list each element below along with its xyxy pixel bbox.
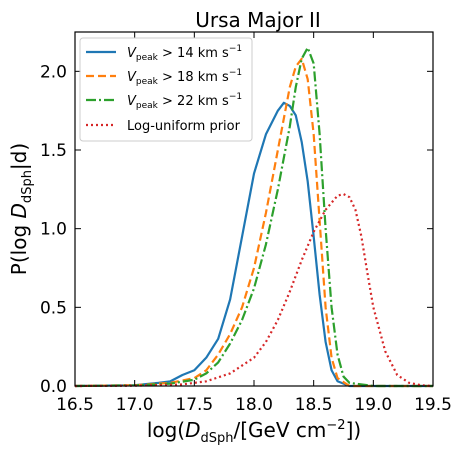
x-axis-label-sup: −2 [326, 418, 345, 433]
y-axis-label-sub: dSph [20, 170, 35, 203]
y-tick-label-4: 2.0 [40, 62, 67, 82]
y-tick-label-3: 1.5 [40, 141, 67, 161]
legend-entry-1-sup: −1 [229, 68, 242, 78]
y-axis-label-post: |d) [7, 143, 31, 170]
legend-entry-0-sub: peak [136, 53, 159, 63]
legend: Vpeak > 14 km s−1 Vpeak > 18 km s−1 Vpea… [79, 37, 253, 142]
x-axis-label-main: D [185, 418, 200, 442]
x-tick-label-0: 16.5 [56, 395, 94, 415]
y-tick-label-2: 1.0 [40, 220, 67, 240]
legend-entry-1-sub: peak [136, 77, 159, 87]
legend-entry-1: Vpeak > 18 km s−1 [127, 68, 242, 87]
legend-entry-0-main: V [127, 46, 137, 61]
x-tick-label-5: 19.0 [354, 395, 392, 415]
chart-title: Ursa Major II [195, 8, 321, 32]
series-line-2 [74, 46, 433, 388]
x-tick-label-3: 18.0 [235, 395, 273, 415]
y-axis-label: P(log DdSph|d) [7, 143, 35, 275]
x-axis-label-pre: log( [147, 418, 185, 442]
y-tick-label-0: 0.0 [40, 377, 67, 397]
x-tick-label-6: 19.5 [414, 395, 452, 415]
series-layer [74, 46, 434, 388]
legend-entry-2-sup: −1 [229, 92, 242, 102]
x-axis-label-post: /[GeV cm [234, 418, 327, 442]
legend-entry-0: Vpeak > 14 km s−1 [127, 44, 242, 63]
legend-entry-1-main: V [127, 70, 137, 85]
x-axis-label-sub: dSph [201, 431, 234, 446]
legend-entry-3: Log-uniform prior [127, 119, 241, 134]
x-axis-label-end: ]) [346, 418, 362, 442]
series-line-1 [74, 57, 433, 388]
legend-entry-0-sup: −1 [229, 44, 242, 54]
series-line-0 [74, 101, 433, 388]
x-tick-label-1: 17.0 [116, 395, 154, 415]
legend-entry-2-rest: > 22 km s [158, 94, 229, 109]
legend-box [79, 37, 253, 142]
x-tick-label-4: 18.5 [295, 395, 333, 415]
x-axis-ticks: 16.5 17.0 17.5 18.0 18.5 19.0 19.5 [56, 32, 452, 415]
legend-entry-2-main: V [127, 94, 137, 109]
y-tick-label-1: 0.5 [40, 298, 67, 318]
legend-entry-0-rest: > 14 km s [158, 46, 229, 61]
y-axis-label-main: D [7, 203, 31, 218]
legend-entry-2-sub: peak [136, 101, 159, 111]
x-tick-label-2: 17.5 [175, 395, 213, 415]
legend-entry-1-rest: > 18 km s [158, 70, 229, 85]
legend-entry-2: Vpeak > 22 km s−1 [127, 92, 242, 111]
y-axis-ticks: 0.0 0.5 1.0 1.5 2.0 [40, 62, 433, 397]
y-axis-label-pre: P(log [7, 218, 31, 275]
x-axis-label: log(DdSph/[GeV cm−2]) [147, 418, 361, 446]
